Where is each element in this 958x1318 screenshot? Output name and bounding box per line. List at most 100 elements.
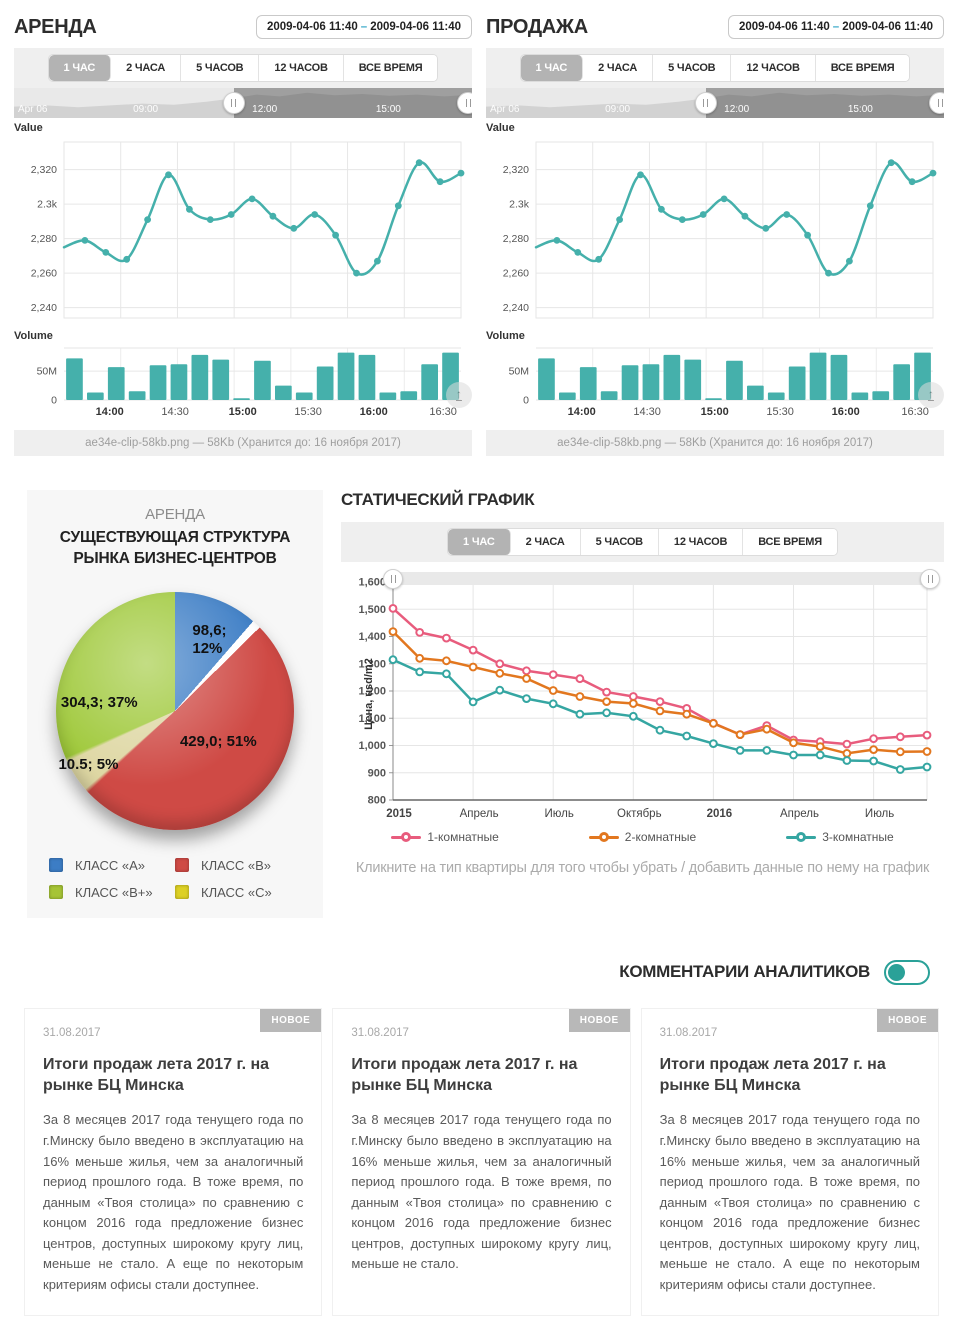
static-tab-all[interactable]: ВСЕ ВРЕМЯ	[743, 529, 837, 555]
market-pie-chart[interactable]	[56, 591, 294, 830]
class-a-swatch-icon	[49, 858, 63, 873]
legend-label: 3-комнатные	[822, 830, 894, 844]
comment-card[interactable]: 31.08.2017 НОВОЕ Итоги продаж лета 2017 …	[641, 1008, 938, 1316]
rent-volume-chart[interactable]: 0 50M 14:00 14:30 15:00 15:30 16:00 16:30	[14, 342, 465, 420]
sale-tab-all[interactable]: ВСЕ ВРЕМЯ	[815, 55, 910, 81]
nav-label: 09:00	[605, 104, 631, 115]
rent-panel-header: АРЕНДА 2009-04-06 11:40–2009-04-06 11:40	[14, 6, 472, 48]
svg-text:15:30: 15:30	[766, 406, 794, 418]
sale-range-navigator[interactable]: Apr 06 09:00 12:00 15:00	[486, 88, 944, 118]
sale-volume-chart[interactable]: 0 50M 14:00 14:30 15:00 15:30 16:00 16:30	[486, 342, 937, 420]
nav-label: 15:00	[375, 104, 401, 115]
date-from: 2009-04-06 11:40	[266, 21, 358, 33]
sale-file-caption: ae34e-clip-58kb.png — 58Kb (Хранится до:…	[486, 430, 944, 456]
legend-item-3room[interactable]: 3-комнатные	[786, 830, 894, 844]
rent-date-range-picker[interactable]: 2009-04-06 11:40–2009-04-06 11:40	[255, 15, 472, 39]
sale-tab-5h[interactable]: 5 ЧАСОВ	[653, 55, 732, 81]
dashboard-page: АРЕНДА 2009-04-06 11:40–2009-04-06 11:40…	[0, 6, 958, 1318]
static-tab-5h[interactable]: 5 ЧАСОВ	[580, 529, 659, 555]
static-tab-12h[interactable]: 12 ЧАСОВ	[658, 529, 744, 555]
class-b-swatch-icon	[175, 858, 189, 873]
sale-date-range-picker[interactable]: 2009-04-06 11:40–2009-04-06 11:40	[727, 15, 944, 39]
sale-tab-1h[interactable]: 1 ЧАС	[520, 55, 584, 81]
navigator-left-handle[interactable]	[694, 92, 717, 114]
pie-label-class-c: 10.5; 5%	[58, 755, 119, 773]
pie-label-class-a: 98,6; 12%	[192, 621, 227, 658]
pie-legend: КЛАСС «А» КЛАСС «В» КЛАСС «В+» КЛАСС «С»	[39, 858, 311, 900]
navigator-selected-region	[705, 88, 944, 118]
date-to: 2009-04-06 11:40	[842, 21, 933, 33]
static-period-tabs: 1 ЧАС 2 ЧАСА 5 ЧАСОВ 12 ЧАСОВ ВСЕ ВРЕМЯ	[447, 528, 838, 556]
svg-text:Июль: Июль	[545, 808, 574, 820]
static-line-chart[interactable]: 800 900 1,000 1,100 1,200 1,300 1,400 1,500 1,60…	[343, 572, 939, 824]
legend-item-class-a[interactable]: КЛАСС «А»	[49, 858, 175, 873]
card-title: Итоги продаж лета 2017 г. на рынке БЦ Ми…	[659, 1055, 886, 1094]
sale-value-chart[interactable]: 2,240 2,260 2,280 2.3k 2,320	[486, 134, 937, 326]
static-range-slider[interactable]	[383, 568, 940, 589]
svg-text:16:00: 16:00	[832, 406, 860, 418]
legend-item-class-c[interactable]: КЛАСС «С»	[175, 885, 301, 900]
svg-text:16:30: 16:30	[429, 406, 457, 418]
legend-item-class-bplus[interactable]: КЛАСС «В+»	[49, 885, 175, 900]
slider-right-handle[interactable]	[920, 568, 940, 589]
svg-text:1,000: 1,000	[358, 740, 386, 752]
sale-tab-2h[interactable]: 2 ЧАСА	[583, 55, 654, 81]
date-dash: –	[360, 21, 368, 33]
rent-tab-all[interactable]: ВСЕ ВРЕМЯ	[343, 55, 438, 81]
svg-text:Апрель: Апрель	[460, 808, 499, 820]
rent-volume-wrap: 0 50M 14:00 14:30 15:00 15:30 16:00 16:30 ↑	[14, 342, 472, 420]
pie-label-class-b: 429,0; 51%	[179, 733, 257, 751]
comments-toggle[interactable]	[884, 959, 930, 985]
card-date: 31.08.2017	[659, 1026, 718, 1039]
sale-tab-12h[interactable]: 12 ЧАСОВ	[731, 55, 816, 81]
rent-tab-1h[interactable]: 1 ЧАС	[48, 55, 112, 81]
legend-item-2room[interactable]: 2-комнатные	[588, 830, 697, 844]
svg-text:0: 0	[523, 395, 529, 407]
volume-axis-title: Volume	[486, 330, 525, 342]
class-c-swatch-icon	[175, 885, 189, 900]
rent-range-navigator[interactable]: Apr 06 09:00 12:00 15:00	[14, 88, 472, 118]
svg-text:Апрель: Апрель	[780, 808, 819, 820]
rent-period-tabstrip: 1 ЧАС 2 ЧАСА 5 ЧАСОВ 12 ЧАСОВ ВСЕ ВРЕМЯ	[14, 48, 472, 88]
rent-tab-5h[interactable]: 5 ЧАСОВ	[181, 55, 260, 81]
card-body: За 8 месяцев 2017 года тенущего года по …	[43, 1112, 304, 1292]
sale-volume-wrap: 0 50M 14:00 14:30 15:00 15:30 16:00 16:30 ↑	[486, 342, 944, 420]
rent-tab-12h[interactable]: 12 ЧАСОВ	[259, 55, 344, 81]
navigator-right-handle[interactable]	[929, 92, 944, 114]
static-period-tabstrip: 1 ЧАС 2 ЧАСА 5 ЧАСОВ 12 ЧАСОВ ВСЕ ВРЕМЯ	[341, 522, 944, 562]
static-chart-legend: 1-комнатные 2-комнатные 3-комнатные	[341, 830, 944, 844]
svg-text:2.3k: 2.3k	[37, 199, 58, 211]
svg-text:1,100: 1,100	[358, 713, 386, 725]
legend-label: КЛАСС «В»	[201, 857, 272, 873]
new-badge: НОВОЕ	[877, 1008, 938, 1032]
navigator-right-handle[interactable]	[457, 92, 472, 114]
svg-text:14:30: 14:30	[633, 406, 661, 418]
navigator-left-handle[interactable]	[222, 92, 245, 114]
legend-label: КЛАСС «А»	[75, 857, 146, 873]
comment-card[interactable]: 31.08.2017 НОВОЕ Итоги продаж лета 2017 …	[25, 1008, 322, 1316]
svg-text:1,400: 1,400	[358, 631, 386, 643]
static-chart-wrap: Цена, usd/m2 800 900 1,000 1,100 1,200 1,300 1…	[341, 568, 944, 824]
static-tab-1h[interactable]: 1 ЧАС	[448, 529, 511, 555]
nav-label: 15:00	[847, 104, 873, 115]
comment-card[interactable]: 31.08.2017 НОВОЕ Итоги продаж лета 2017 …	[333, 1008, 630, 1316]
card-date: 31.08.2017	[43, 1026, 101, 1039]
nav-label: Apr 06	[18, 104, 48, 115]
legend-label: 2-комнатные	[624, 830, 697, 844]
rent-value-chart[interactable]: 2,240 2,260 2,280 2.3k 2,320	[14, 134, 465, 326]
3room-marker-icon	[786, 832, 817, 842]
slider-left-handle[interactable]	[383, 568, 403, 589]
svg-text:2,260: 2,260	[503, 268, 529, 280]
svg-text:14:00: 14:00	[96, 406, 124, 418]
grip-icon	[390, 574, 396, 583]
legend-item-1room[interactable]: 1-комнатные	[391, 830, 499, 844]
svg-text:900: 900	[368, 767, 386, 779]
static-tab-2h[interactable]: 2 ЧАСА	[510, 529, 581, 555]
legend-item-class-b[interactable]: КЛАСС «В»	[175, 858, 301, 873]
grip-icon	[231, 99, 237, 107]
legend-label: КЛАСС «С»	[201, 884, 272, 900]
svg-text:50M: 50M	[37, 366, 57, 378]
svg-text:50M: 50M	[509, 366, 529, 378]
rent-tab-2h[interactable]: 2 ЧАСА	[111, 55, 182, 81]
svg-text:2016: 2016	[707, 808, 733, 820]
